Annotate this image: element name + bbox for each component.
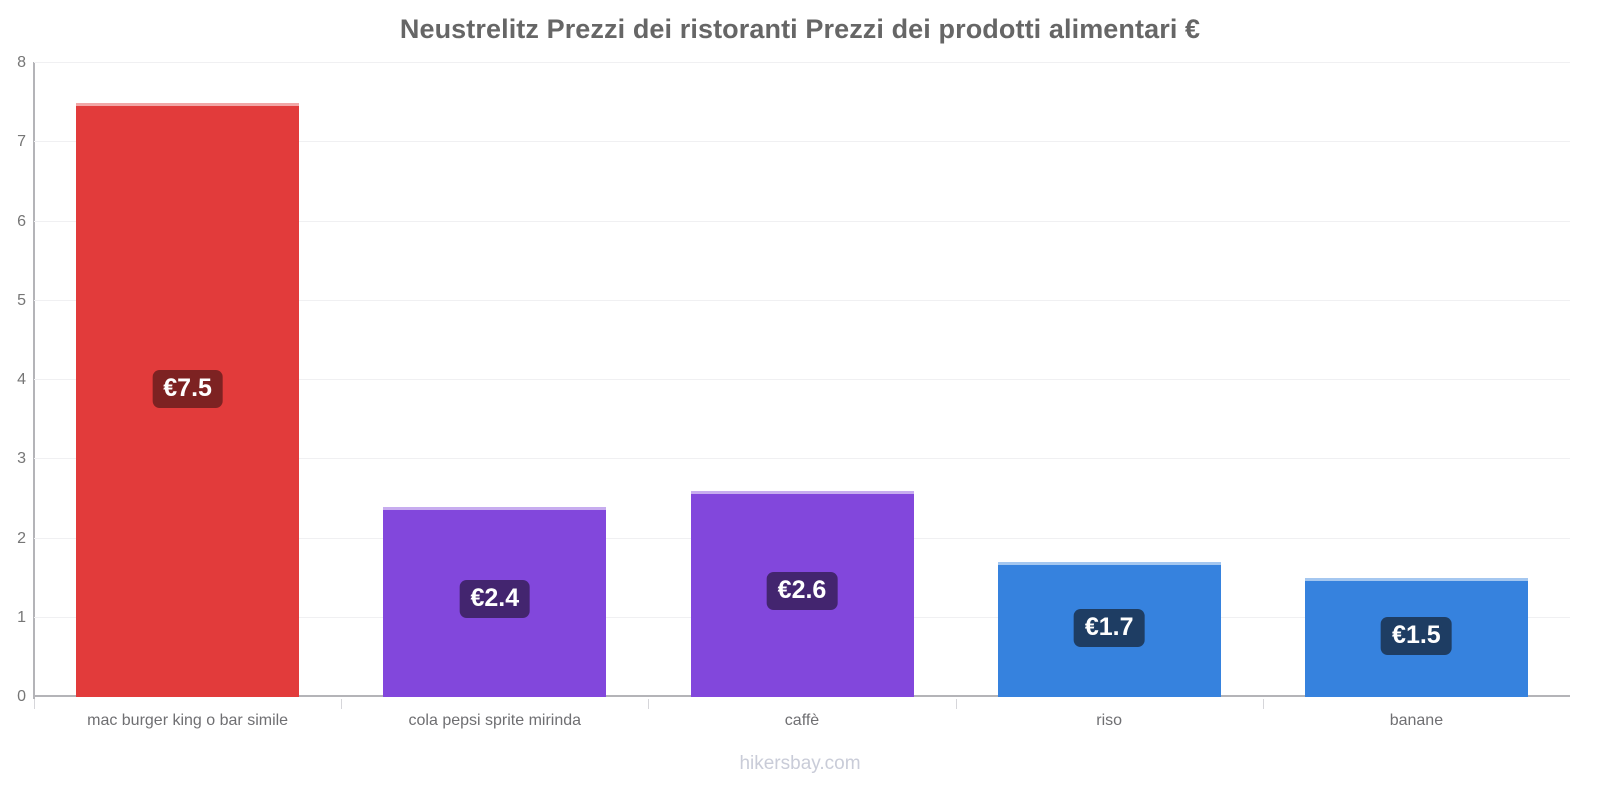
y-tick-label: 4 — [17, 371, 26, 388]
gridline-6 — [34, 220, 1570, 222]
y-axis-tick-labels: 0 1 2 3 4 5 6 7 8 — [0, 54, 26, 705]
y-tick-label: 6 — [17, 212, 26, 230]
x-tick-label: caffè — [784, 712, 820, 729]
y-tick-label: 2 — [17, 529, 26, 547]
bar-value-label: €1.5 — [1381, 617, 1452, 656]
bars-container: €7.5 €2.4 €2.6 €1.7 €1.5 — [34, 63, 1570, 697]
gridline-4 — [34, 379, 1570, 380]
y-tick-label: 8 — [17, 54, 26, 71]
x-axis-separator — [34, 699, 35, 709]
bar[interactable]: €1.5 — [1304, 578, 1528, 697]
x-tick-label: riso — [1096, 712, 1123, 729]
x-axis-separator — [341, 699, 343, 709]
bar-top-edge — [383, 506, 607, 510]
bar-value-label: €7.5 — [152, 369, 223, 408]
y-tick-label: 7 — [17, 133, 26, 151]
bar-value-label: €1.7 — [1073, 608, 1145, 647]
y-tick-label: 1 — [17, 608, 26, 626]
x-axis-tick-labels: mac burger king o bar simile cola pepsi s… — [34, 712, 1570, 738]
bar-value-label: €2.4 — [459, 580, 531, 619]
x-axis-separator — [648, 699, 650, 709]
gridline-5 — [34, 299, 1570, 301]
y-tick-label: 0 — [17, 688, 26, 705]
bar-top-edge — [997, 562, 1221, 566]
bar[interactable]: €1.7 — [997, 562, 1221, 697]
bar[interactable]: €2.4 — [383, 506, 607, 697]
bar[interactable]: €7.5 — [76, 102, 300, 697]
x-tick-label: mac burger king o bar simile — [87, 712, 289, 729]
footer-attribution: hikersbay.com — [739, 753, 861, 774]
x-axis-separator — [1262, 699, 1264, 709]
bar-value-label: €2.6 — [766, 571, 838, 610]
gridline-8 — [34, 62, 1570, 63]
bar-top-edge — [1304, 578, 1528, 582]
chart-title: Neustrelitz Prezzi dei ristoranti Prezzi… — [399, 14, 1201, 44]
x-axis-separator — [955, 699, 957, 709]
bar-top-edge — [76, 102, 300, 106]
y-tick-label: 3 — [17, 450, 26, 468]
bar-top-edge — [690, 490, 914, 494]
bar[interactable]: €2.6 — [690, 490, 914, 697]
x-tick-label: banane — [1389, 712, 1444, 729]
gridline-7 — [34, 141, 1570, 143]
x-tick-label: cola pepsi sprite mirinda — [408, 712, 582, 729]
y-axis-line — [33, 62, 35, 699]
y-tick-label: 5 — [17, 291, 26, 309]
gridline-3 — [34, 458, 1570, 460]
